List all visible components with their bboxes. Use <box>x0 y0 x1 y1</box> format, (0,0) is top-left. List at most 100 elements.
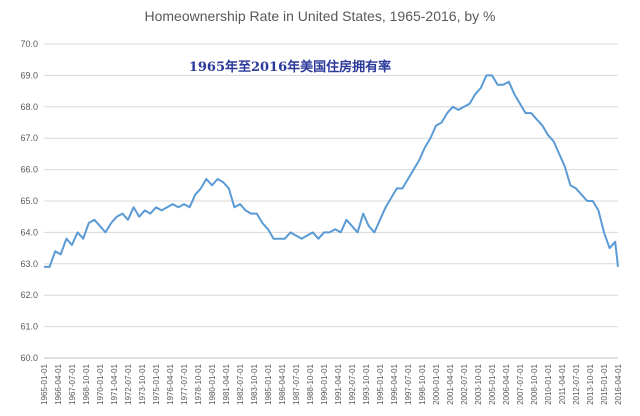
x-tick-label: 2015-01-01 <box>600 363 609 404</box>
data-point <box>188 206 191 209</box>
x-tick-label: 1991-04-01 <box>334 363 343 404</box>
data-point <box>423 146 426 149</box>
data-point <box>535 118 538 121</box>
x-tick-label: 2005-01-01 <box>488 363 497 404</box>
x-tick-label: 1988-10-01 <box>306 363 315 404</box>
data-point <box>603 231 606 234</box>
y-tick-label: 65.0 <box>20 196 38 206</box>
data-point <box>339 231 342 234</box>
y-tick-label: 63.0 <box>20 259 38 269</box>
data-point <box>491 74 494 77</box>
data-point <box>418 159 421 162</box>
x-tick-label: 1966-04-01 <box>54 363 63 404</box>
data-point <box>261 222 264 225</box>
data-point <box>474 93 477 96</box>
data-point <box>227 187 230 190</box>
data-point <box>104 231 107 234</box>
data-point <box>166 206 169 209</box>
data-point <box>311 231 314 234</box>
data-point <box>334 228 337 231</box>
x-tick-label: 1987-07-01 <box>292 363 301 404</box>
data-point <box>43 265 46 268</box>
data-point <box>575 187 578 190</box>
data-point <box>435 124 438 127</box>
data-point <box>379 218 382 221</box>
data-point <box>401 187 404 190</box>
x-tick-label: 1997-07-01 <box>404 363 413 404</box>
data-point <box>59 253 62 256</box>
data-point <box>183 203 186 206</box>
data-point <box>306 234 309 237</box>
y-tick-label: 70.0 <box>20 39 38 49</box>
x-axis-ticks: 1965-01-01 1966-04-01 1967-07-01 1968-10-01… <box>40 363 623 404</box>
data-point <box>407 178 410 181</box>
data-point <box>294 234 297 237</box>
data-point <box>283 237 286 240</box>
data-point <box>362 212 365 215</box>
data-point <box>267 228 270 231</box>
data-point <box>54 250 57 253</box>
data-point <box>278 237 281 240</box>
x-tick-label: 1975-01-01 <box>152 363 161 404</box>
data-point <box>93 218 96 221</box>
x-tick-label: 1971-04-01 <box>110 363 119 404</box>
x-tick-label: 1983-10-01 <box>250 363 259 404</box>
data-point <box>115 215 118 218</box>
data-point <box>463 105 466 108</box>
data-point <box>485 74 488 77</box>
x-tick-label: 2008-10-01 <box>530 363 539 404</box>
x-tick-label: 1985-01-01 <box>264 363 273 404</box>
data-point <box>541 124 544 127</box>
x-tick-label: 1980-01-01 <box>208 363 217 404</box>
x-tick-label: 1970-01-01 <box>96 363 105 404</box>
data-point <box>99 225 102 228</box>
x-tick-label: 2001-04-01 <box>446 363 455 404</box>
data-point <box>617 265 620 268</box>
x-tick-label: 1967-07-01 <box>68 363 77 404</box>
data-point <box>255 212 258 215</box>
x-tick-label: 1968-10-01 <box>82 363 91 404</box>
data-point <box>597 209 600 212</box>
data-point <box>479 87 482 90</box>
data-point <box>569 184 572 187</box>
series-layer <box>43 74 620 268</box>
data-point <box>132 206 135 209</box>
x-tick-label: 1982-07-01 <box>236 363 245 404</box>
x-tick-label: 1972-07-01 <box>124 363 133 404</box>
data-point <box>127 218 130 221</box>
data-point <box>48 265 51 268</box>
y-tick-label: 62.0 <box>20 290 38 300</box>
data-point <box>524 112 527 115</box>
data-point <box>563 165 566 168</box>
data-point <box>177 206 180 209</box>
x-tick-label: 1981-04-01 <box>222 363 231 404</box>
data-point <box>552 140 555 143</box>
data-point <box>199 187 202 190</box>
x-tick-label: 1978-10-01 <box>194 363 203 404</box>
data-point <box>502 83 505 86</box>
data-point <box>300 237 303 240</box>
data-point <box>323 231 326 234</box>
x-tick-label: 1996-04-01 <box>390 363 399 404</box>
data-point <box>82 237 85 240</box>
chart-subtitle: 1965年至2016年美国住房拥有率 <box>188 60 392 75</box>
y-axis-ticks: 60.0 61.0 62.0 63.0 64.0 65.0 66.0 67.0 68.0 69.0… <box>20 39 38 363</box>
data-point <box>272 237 275 240</box>
data-point <box>367 225 370 228</box>
x-tick-label: 1993-10-01 <box>362 363 371 404</box>
data-point <box>239 203 242 206</box>
data-point <box>149 212 152 215</box>
x-tick-label: 1973-10-01 <box>138 363 147 404</box>
data-point <box>507 80 510 83</box>
data-point <box>586 200 589 203</box>
x-tick-label: 1977-07-01 <box>180 363 189 404</box>
data-point <box>558 152 561 155</box>
data-point <box>250 212 253 215</box>
data-point <box>440 121 443 124</box>
data-point <box>205 178 208 181</box>
x-tick-label: 2002-07-01 <box>460 363 469 404</box>
y-tick-label: 69.0 <box>20 70 38 80</box>
data-point <box>608 247 611 250</box>
